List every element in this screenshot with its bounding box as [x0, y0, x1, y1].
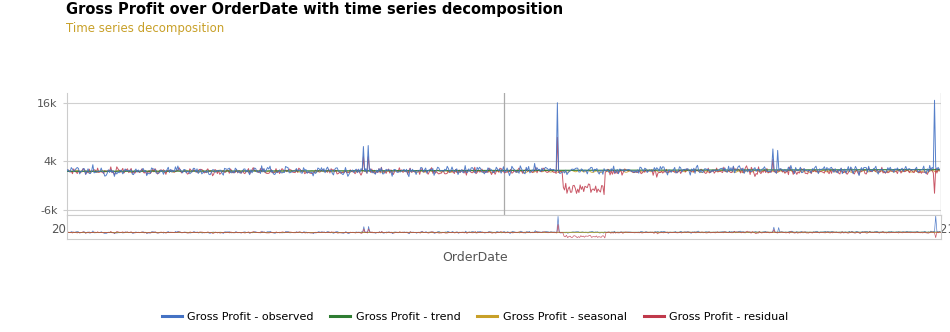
Legend: Gross Profit - observed, Gross Profit - trend, Gross Profit - seasonal, Gross Pr: Gross Profit - observed, Gross Profit - … — [157, 307, 793, 326]
Text: OrderDate: OrderDate — [442, 251, 508, 264]
Text: Gross Profit over OrderDate with time series decomposition: Gross Profit over OrderDate with time se… — [66, 2, 563, 17]
Text: Time series decomposition: Time series decomposition — [66, 22, 225, 35]
